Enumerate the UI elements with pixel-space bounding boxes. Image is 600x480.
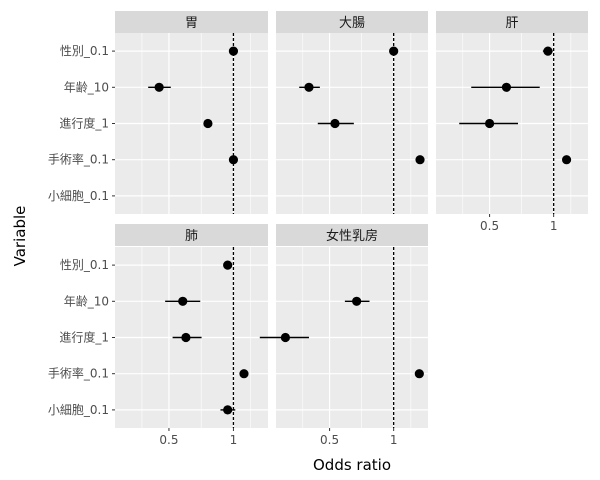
- data-point: [203, 118, 213, 129]
- x-tick-label: 0.5: [159, 433, 178, 447]
- facet-title: 大腸: [339, 16, 365, 31]
- data-point: [561, 155, 572, 165]
- facet-strip: [276, 224, 428, 246]
- data-point-group: [239, 369, 249, 379]
- data-point: [304, 82, 314, 92]
- y-tick-label: 手術率_0.1: [48, 152, 109, 167]
- facet-strip: [115, 11, 268, 33]
- data-point-group: [148, 82, 171, 92]
- data-point-group: [203, 118, 213, 129]
- facet-title: 女性乳房: [326, 228, 378, 244]
- data-point: [181, 332, 191, 343]
- facet-strip: [436, 11, 588, 33]
- x-tick-label: 1: [550, 219, 558, 233]
- data-point: [223, 405, 233, 415]
- data-point-group: [228, 46, 239, 56]
- y-axis-title: Variable: [11, 206, 29, 267]
- data-point-group: [459, 118, 519, 129]
- data-point-group: [414, 369, 424, 379]
- x-tick-label: 0.5: [320, 433, 339, 447]
- data-point: [228, 155, 239, 165]
- data-point: [330, 118, 340, 129]
- facet-strip: [115, 224, 268, 246]
- y-tick-label: 小細胞_0.1: [48, 189, 109, 203]
- data-point: [543, 46, 553, 56]
- data-point-group: [165, 296, 201, 306]
- facet-女性乳房: 女性乳房 0.5 1: [259, 224, 428, 447]
- data-point: [154, 82, 164, 92]
- data-point-group: [299, 82, 320, 92]
- data-point: [239, 369, 249, 379]
- data-point: [389, 46, 399, 56]
- facet-胃: 胃性別_0.1 年齢_10 進行度_1 手術率_0.1 小細胞_0.1: [48, 11, 268, 214]
- data-point-group: [259, 332, 309, 343]
- data-point: [352, 296, 362, 306]
- data-point-group: [415, 155, 425, 165]
- data-point-group: [223, 260, 233, 270]
- data-point: [280, 332, 291, 343]
- y-tick-label: 手術率_0.1: [48, 366, 109, 381]
- data-point: [178, 296, 188, 306]
- y-tick-label: 小細胞_0.1: [48, 403, 109, 417]
- facet-title: 肝: [505, 16, 518, 31]
- data-point-group: [228, 155, 239, 165]
- y-tick-label: 性別_0.1: [60, 44, 109, 58]
- data-point: [501, 82, 512, 92]
- x-axis-title: Odds ratio: [313, 456, 391, 474]
- facet-肺: 肺性別_0.1 年齢_10 進行度_1 手術率_0.1 小細胞_0.1 0.5 1: [48, 224, 268, 447]
- facet-大腸: 大腸: [276, 11, 428, 214]
- facet-title: 胃: [185, 16, 198, 31]
- data-point-group: [220, 405, 236, 415]
- data-point: [228, 46, 239, 56]
- data-point-group: [471, 82, 540, 92]
- data-point-group: [317, 118, 354, 129]
- data-point: [223, 260, 233, 270]
- x-tick-label: 0.5: [480, 219, 499, 233]
- data-point-group: [389, 46, 399, 56]
- data-point-group: [542, 46, 553, 56]
- y-tick-label: 進行度_1: [59, 330, 109, 345]
- data-point-group: [344, 296, 370, 306]
- y-tick-label: 年齢_10: [64, 293, 109, 308]
- y-tick-label: 性別_0.1: [60, 258, 109, 272]
- x-tick-label: 1: [390, 433, 398, 447]
- data-point: [415, 155, 425, 165]
- facet-strip: [276, 11, 428, 33]
- data-point: [414, 369, 424, 379]
- facet-title: 肺: [185, 229, 198, 244]
- y-tick-label: 進行度_1: [59, 116, 109, 131]
- data-point-group: [561, 155, 572, 165]
- facet-肝: 肝 0.5 1: [436, 11, 588, 233]
- x-tick-label: 1: [230, 433, 238, 447]
- data-point-group: [172, 332, 202, 343]
- data-point: [484, 118, 495, 129]
- y-tick-label: 年齢_10: [64, 79, 109, 94]
